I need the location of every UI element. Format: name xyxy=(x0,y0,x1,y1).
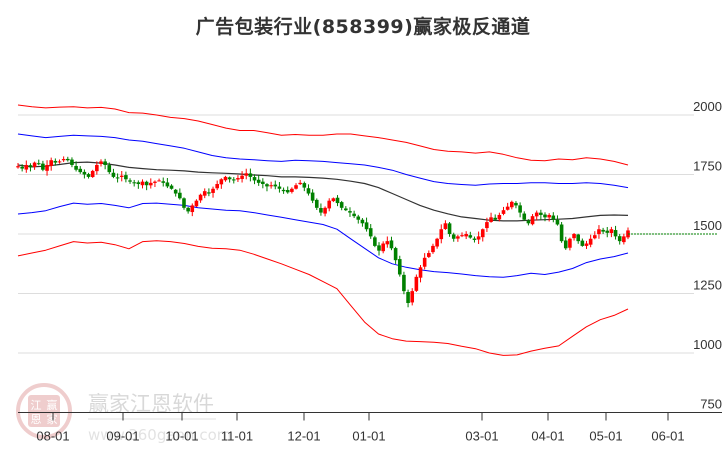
svg-text:赢: 赢 xyxy=(47,398,58,412)
x-tick-label: 09-01 xyxy=(106,429,139,444)
y-tick-label: 2000 xyxy=(693,99,722,114)
x-tick-label: 06-01 xyxy=(651,429,684,444)
gridlines xyxy=(18,114,694,354)
x-tick-label: 04-01 xyxy=(531,429,564,444)
channel-bands xyxy=(17,104,629,356)
watermark-url: www.360gann.com xyxy=(88,426,231,444)
y-tick-label: 1500 xyxy=(693,218,722,233)
svg-text:恩: 恩 xyxy=(31,413,42,426)
y-tick-label: 750 xyxy=(700,397,722,412)
candles xyxy=(16,156,630,308)
chart-title: 广告包装行业(858399)赢家极反通道 xyxy=(195,16,531,38)
x-tick-label: 05-01 xyxy=(589,429,622,444)
svg-text:家: 家 xyxy=(47,412,58,426)
x-axis: 08-01 09-01 10-01 11-01 12-01 01-01 03-01 04-01… xyxy=(18,412,722,444)
y-tick-label: 1250 xyxy=(693,278,722,293)
y-tick-label: 1000 xyxy=(693,337,722,352)
x-tick-label: 11-01 xyxy=(221,429,253,444)
x-tick-label: 10-01 xyxy=(165,429,198,444)
x-tick-label: 01-01 xyxy=(352,429,385,444)
x-tick-label: 12-01 xyxy=(287,429,320,444)
x-tick-label: 08-01 xyxy=(36,429,69,444)
y-axis-labels: 2000 1750 1500 1250 1000 750 xyxy=(693,99,722,412)
x-tick-label: 03-01 xyxy=(465,429,498,444)
y-tick-label: 1750 xyxy=(693,159,722,174)
svg-text:江: 江 xyxy=(31,399,42,412)
watermark-seal-icon: 江 赢 恩 家 xyxy=(16,383,72,439)
